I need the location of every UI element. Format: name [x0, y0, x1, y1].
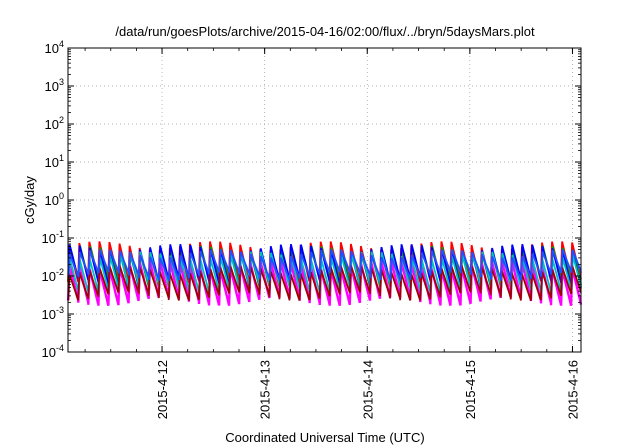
series-line	[67, 265, 582, 301]
x-tick-label: 2015-4-15	[463, 360, 478, 419]
y-tick-exponent: -2	[56, 267, 64, 277]
x-tick-label: 2015-4-12	[155, 360, 170, 419]
x-tick-label: 2015-4-16	[565, 360, 580, 419]
x-tick-label: 2015-4-14	[360, 360, 375, 419]
series-layer	[67, 241, 583, 306]
series-line	[67, 260, 583, 306]
y-tick-label: 103	[45, 77, 64, 94]
y-tick-exponent: 2	[59, 115, 64, 125]
y-tick-exponent: 0	[59, 191, 64, 201]
y-tick-base: 10	[45, 193, 59, 208]
y-tick-label: 10-2	[42, 267, 64, 284]
y-tick-exponent: 4	[59, 39, 64, 49]
y-tick-exponent: -4	[56, 343, 64, 353]
y-tick-exponent: 3	[59, 77, 64, 87]
y-tick-base: 10	[45, 41, 59, 56]
y-tick-base: 10	[45, 155, 59, 170]
x-axis-label: Coordinated Universal Time (UTC)	[225, 430, 424, 445]
y-tick-label: 102	[45, 115, 64, 132]
y-tick-base: 10	[42, 231, 56, 246]
y-tick-base: 10	[45, 117, 59, 132]
y-tick-exponent: 1	[59, 153, 64, 163]
y-tick-label: 10-3	[42, 305, 64, 322]
y-tick-label: 104	[45, 39, 64, 56]
y-tick-label: 100	[45, 191, 64, 208]
x-axis: 2015-4-12 2015-4-13 2015-4-14 2015-4-15 2015…	[84, 48, 580, 419]
grid-lines	[68, 48, 581, 352]
y-tick-exponent: -3	[56, 305, 64, 315]
y-tick-base: 10	[42, 307, 56, 322]
x-tick-label: 2015-4-13	[258, 360, 273, 419]
y-tick-base: 10	[45, 79, 59, 94]
y-tick-base: 10	[42, 345, 56, 360]
chart-title: /data/run/goesPlots/archive/2015-04-16/0…	[115, 24, 535, 39]
y-tick-label: 101	[45, 153, 64, 170]
series-line	[67, 249, 582, 282]
y-tick-exponent: -1	[56, 229, 64, 239]
y-tick-label: 10-1	[42, 229, 64, 246]
y-tick-base: 10	[42, 269, 56, 284]
y-axis-label: cGy/day	[22, 176, 37, 224]
y-tick-label: 10-4	[42, 343, 64, 360]
